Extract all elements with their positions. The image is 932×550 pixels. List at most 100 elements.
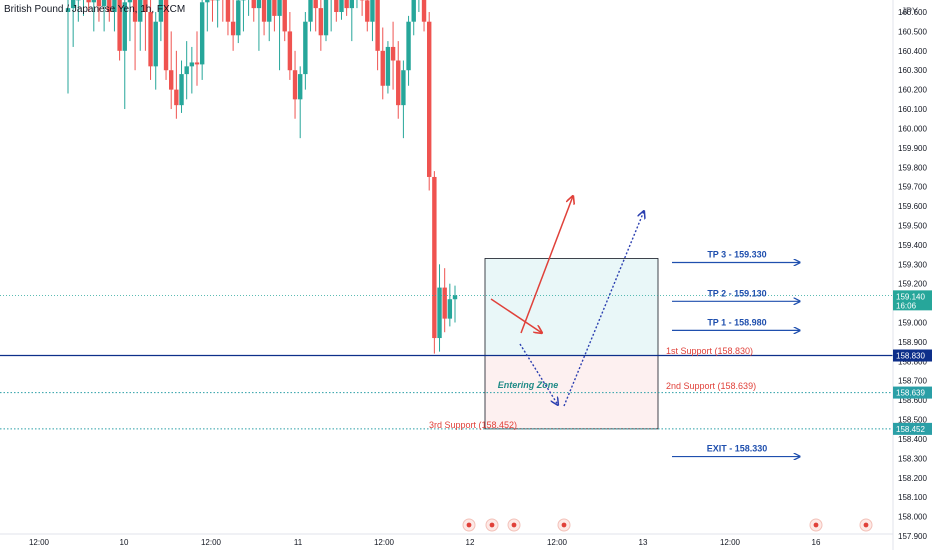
candle[interactable] [96,0,102,22]
candle-body[interactable] [303,21,308,75]
candle-body[interactable] [380,50,385,86]
candle-body[interactable] [112,0,117,12]
candle[interactable] [261,0,267,36]
candle[interactable] [329,0,333,32]
candle-body[interactable] [86,0,91,3]
candle-body[interactable] [251,0,256,9]
candle-body[interactable] [194,62,200,65]
candle[interactable] [308,0,313,32]
candle-body[interactable] [158,0,164,22]
candle-body[interactable] [432,176,437,339]
candle[interactable] [406,15,411,86]
candle-body[interactable] [184,66,189,75]
candle[interactable] [101,0,107,32]
candle-body[interactable] [406,21,411,71]
candle-body[interactable] [70,0,76,9]
candle[interactable] [230,0,236,51]
candle[interactable] [298,66,303,139]
candle[interactable] [355,0,359,9]
candle-body[interactable] [349,0,354,9]
candle[interactable] [76,0,81,22]
candle[interactable] [256,0,262,51]
candle-body[interactable] [256,0,262,9]
candle-body[interactable] [138,0,143,22]
candle[interactable] [432,171,437,354]
candle-body[interactable] [91,0,96,3]
candle[interactable] [241,0,246,32]
candle[interactable] [169,31,174,110]
candle[interactable] [359,0,365,16]
candle-body[interactable] [370,0,375,22]
candle-body[interactable] [313,0,318,9]
candle[interactable] [442,268,447,333]
candle-body[interactable] [323,0,329,36]
candle-body[interactable] [122,2,127,51]
candle[interactable] [380,27,385,100]
economic-event-icon[interactable] [507,518,521,532]
candle-body[interactable] [452,295,458,300]
candle[interactable] [112,0,117,32]
candle-body[interactable] [261,0,267,22]
candle[interactable] [138,0,143,51]
candle-body[interactable] [132,0,138,22]
candle[interactable] [349,0,354,42]
candle-body[interactable] [334,0,339,12]
candle-body[interactable] [117,0,122,51]
economic-event-icon[interactable] [859,518,873,532]
candle[interactable] [421,0,427,32]
candle[interactable] [91,0,96,32]
candle-body[interactable] [375,0,380,51]
event-markers[interactable] [462,518,873,532]
candle-body[interactable] [174,89,179,106]
candle[interactable] [417,0,421,12]
candle[interactable] [318,0,324,51]
economic-event-icon[interactable] [809,518,823,532]
candle[interactable] [221,0,225,22]
candle[interactable] [189,46,195,94]
candle-body[interactable] [236,0,241,36]
candle[interactable] [370,0,375,42]
price-axis[interactable]: 157.900 158.000 158.100 158.200 158.300 158.4… [892,0,932,550]
candle-body[interactable] [282,0,287,32]
candle[interactable] [277,0,282,71]
candle[interactable] [205,0,210,32]
candle[interactable] [452,285,458,323]
candle-body[interactable] [287,31,293,71]
time-axis[interactable]: 12:00 10 12:00 11 12:00 12 12:00 13 12:00 16 [0,533,893,547]
candle-body[interactable] [298,74,303,100]
candle-body[interactable] [163,0,169,71]
candle[interactable] [132,0,138,71]
candle[interactable] [334,0,339,22]
candle-body[interactable] [189,62,195,67]
candle-body[interactable] [427,21,432,177]
candle[interactable] [323,0,329,42]
candle-body[interactable] [96,0,102,7]
candle[interactable] [81,0,85,16]
candle-body[interactable] [447,299,453,319]
candle[interactable] [437,264,442,352]
candle-body[interactable] [143,0,148,12]
candle[interactable] [282,0,287,42]
candle-body[interactable] [277,0,282,16]
candle[interactable] [148,0,153,80]
candle-body[interactable] [127,0,133,3]
candle-body[interactable] [339,0,344,12]
candle-body[interactable] [199,2,205,65]
candle[interactable] [411,0,416,36]
candle[interactable] [251,0,256,22]
candle[interactable] [194,31,200,86]
candle-body[interactable] [411,0,416,22]
candle[interactable] [339,0,344,20]
candle[interactable] [427,12,432,191]
candle[interactable] [344,0,349,16]
candle[interactable] [199,0,205,80]
candle-body[interactable] [396,60,401,106]
candle-body[interactable] [292,70,298,100]
candle-body[interactable] [344,0,349,9]
candle[interactable] [272,0,277,32]
candle[interactable] [225,0,231,36]
candle-body[interactable] [365,0,370,22]
candle[interactable] [143,0,148,51]
candle[interactable] [117,0,122,61]
candle-body[interactable] [272,0,277,16]
